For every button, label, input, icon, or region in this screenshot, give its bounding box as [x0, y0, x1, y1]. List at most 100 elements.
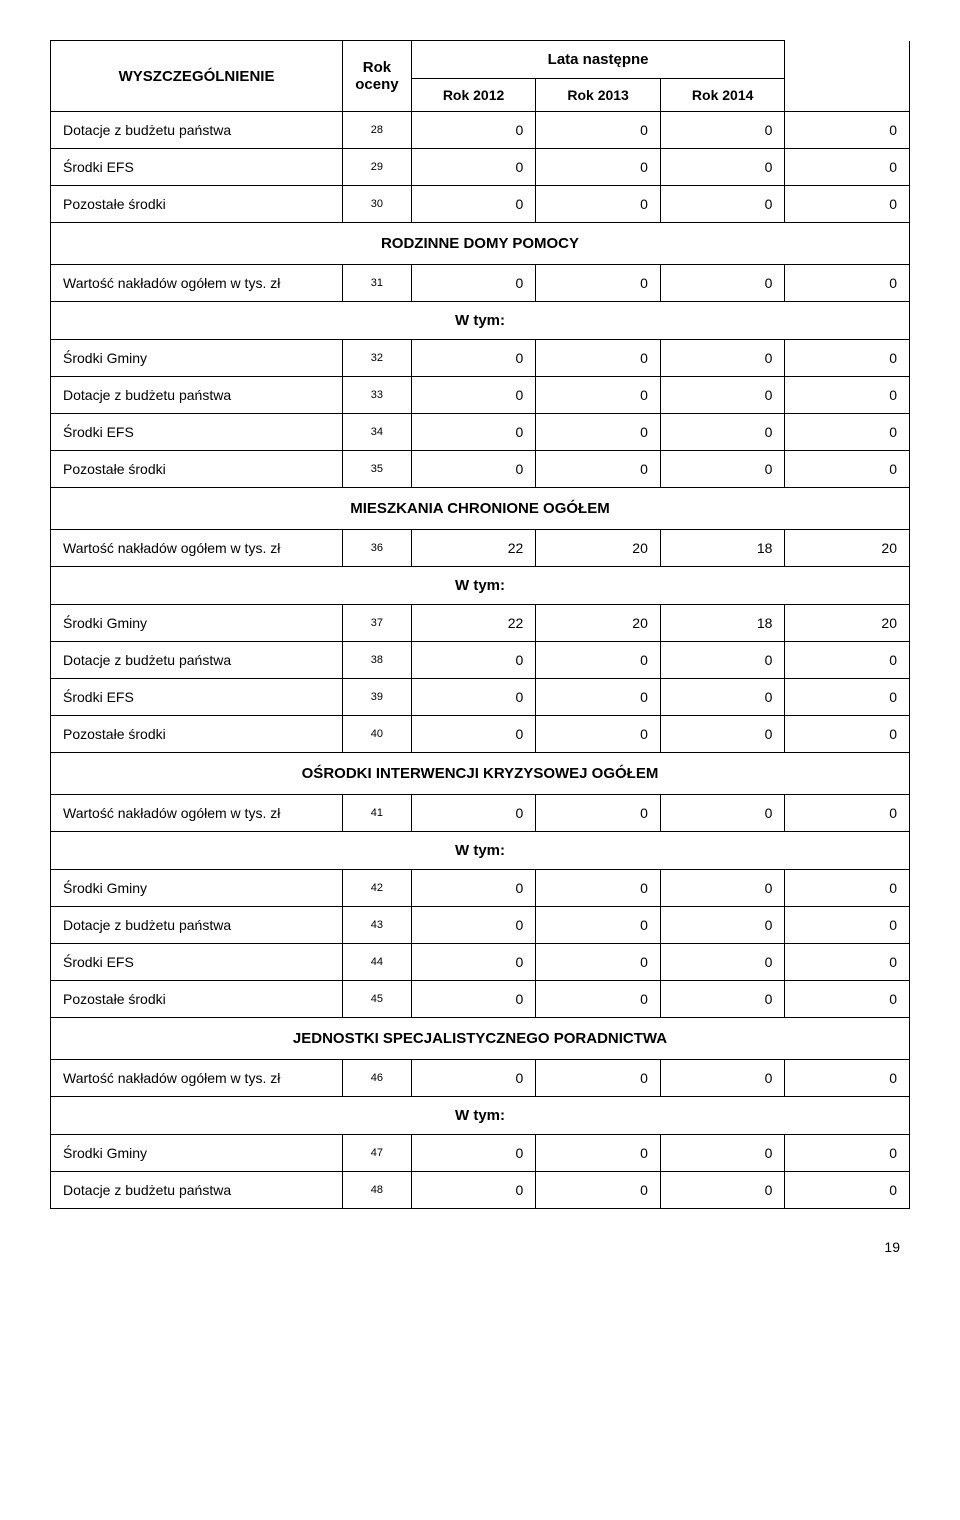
section-0-row-1-val-3: 0 [785, 377, 910, 414]
section-2-row-2-val-1: 0 [536, 944, 661, 981]
section-0-row-2: Środki EFS340000 [51, 414, 910, 451]
section-2-row-2-val-3: 0 [785, 944, 910, 981]
section-1-row-1-val-0: 0 [411, 642, 536, 679]
section-1-row-3-val-2: 0 [660, 716, 785, 753]
top-row-2-label: Pozostałe środki [51, 186, 343, 223]
top-row-1-val-2: 0 [660, 149, 785, 186]
section-2-wartosc-label: Wartość nakładów ogółem w tys. zł [51, 795, 343, 832]
section-3-row-0-label: Środki Gminy [51, 1135, 343, 1172]
section-3-row-1-val-3: 0 [785, 1172, 910, 1209]
section-1-wartosc: Wartość nakładów ogółem w tys. zł3622201… [51, 530, 910, 567]
section-1-row-2-label: Środki EFS [51, 679, 343, 716]
section-2-wartosc-val-3: 0 [785, 795, 910, 832]
section-0-wartosc-num: 31 [343, 265, 412, 302]
top-row-1-num: 29 [343, 149, 412, 186]
section-0-row-2-val-0: 0 [411, 414, 536, 451]
section-2-row-0-val-3: 0 [785, 870, 910, 907]
top-row-1-label: Środki EFS [51, 149, 343, 186]
section-3-row-1-val-0: 0 [411, 1172, 536, 1209]
section-2-row-2: Środki EFS440000 [51, 944, 910, 981]
section-3-row-0-val-3: 0 [785, 1135, 910, 1172]
section-0-row-1-label: Dotacje z budżetu państwa [51, 377, 343, 414]
section-1-row-0: Środki Gminy3722201820 [51, 605, 910, 642]
section-2-row-1-val-3: 0 [785, 907, 910, 944]
top-row-2-val-2: 0 [660, 186, 785, 223]
wtym-row: W tym: [51, 832, 910, 870]
section-2-row-2-label: Środki EFS [51, 944, 343, 981]
section-2-wartosc-num: 41 [343, 795, 412, 832]
section-2-row-2-num: 44 [343, 944, 412, 981]
section-2-row-0-val-2: 0 [660, 870, 785, 907]
section-2-row-0-val-1: 0 [536, 870, 661, 907]
section-2-wartosc-val-0: 0 [411, 795, 536, 832]
section-1-row-2-val-1: 0 [536, 679, 661, 716]
section-2-row-3-val-1: 0 [536, 981, 661, 1018]
section-1-row-1-val-1: 0 [536, 642, 661, 679]
wtym-label: W tym: [51, 1097, 910, 1135]
top-row-1: Środki EFS290000 [51, 149, 910, 186]
header-empty [785, 41, 910, 112]
section-1-row-0-num: 37 [343, 605, 412, 642]
wtym-row: W tym: [51, 1097, 910, 1135]
section-header: MIESZKANIA CHRONIONE OGÓŁEM [51, 488, 910, 530]
wtym-label: W tym: [51, 832, 910, 870]
section-1-row-1-num: 38 [343, 642, 412, 679]
section-2-wartosc-val-1: 0 [536, 795, 661, 832]
section-1-wartosc-val-1: 20 [536, 530, 661, 567]
section-3-wartosc: Wartość nakładów ogółem w tys. zł460000 [51, 1060, 910, 1097]
section-0-row-3-val-3: 0 [785, 451, 910, 488]
section-0-row-2-label: Środki EFS [51, 414, 343, 451]
section-0-row-0-val-2: 0 [660, 340, 785, 377]
wtym-row: W tym: [51, 302, 910, 340]
section-3-wartosc-val-0: 0 [411, 1060, 536, 1097]
section-3-row-0-val-1: 0 [536, 1135, 661, 1172]
section-1-wartosc-val-0: 22 [411, 530, 536, 567]
section-0-row-3-num: 35 [343, 451, 412, 488]
section-3-row-1-val-2: 0 [660, 1172, 785, 1209]
top-row-2: Pozostałe środki300000 [51, 186, 910, 223]
section-1-row-2-val-3: 0 [785, 679, 910, 716]
section-0-row-1-num: 33 [343, 377, 412, 414]
section-1-row-3-val-1: 0 [536, 716, 661, 753]
section-3-wartosc-label: Wartość nakładów ogółem w tys. zł [51, 1060, 343, 1097]
section-3-wartosc-val-3: 0 [785, 1060, 910, 1097]
section-2-wartosc-val-2: 0 [660, 795, 785, 832]
header-rok-oceny: Rok oceny [343, 41, 412, 112]
section-3-row-1-label: Dotacje z budżetu państwa [51, 1172, 343, 1209]
section-2-row-3-label: Pozostałe środki [51, 981, 343, 1018]
section-0-row-1-val-1: 0 [536, 377, 661, 414]
top-row-0-label: Dotacje z budżetu państwa [51, 112, 343, 149]
section-2-row-1-val-1: 0 [536, 907, 661, 944]
section-0-row-1: Dotacje z budżetu państwa330000 [51, 377, 910, 414]
header-row-1: WYSZCZEGÓLNIENIE Rok oceny Lata następne [51, 41, 910, 79]
section-2-row-1-label: Dotacje z budżetu państwa [51, 907, 343, 944]
section-header-row: RODZINNE DOMY POMOCY [51, 223, 910, 265]
section-2-row-3: Pozostałe środki450000 [51, 981, 910, 1018]
header-rok-2012: Rok 2012 [411, 79, 536, 112]
section-1-row-2-val-2: 0 [660, 679, 785, 716]
top-row-0-val-1: 0 [536, 112, 661, 149]
section-3-row-0: Środki Gminy470000 [51, 1135, 910, 1172]
section-1-row-3-num: 40 [343, 716, 412, 753]
section-1-row-2-val-0: 0 [411, 679, 536, 716]
section-1-wartosc-num: 36 [343, 530, 412, 567]
section-0-row-0-val-3: 0 [785, 340, 910, 377]
wtym-label: W tym: [51, 302, 910, 340]
section-2-row-1-val-0: 0 [411, 907, 536, 944]
section-3-wartosc-val-2: 0 [660, 1060, 785, 1097]
section-1-row-3-val-0: 0 [411, 716, 536, 753]
section-0-row-0-val-1: 0 [536, 340, 661, 377]
section-1-row-0-val-2: 18 [660, 605, 785, 642]
section-1-row-2-num: 39 [343, 679, 412, 716]
top-row-1-val-0: 0 [411, 149, 536, 186]
section-3-row-0-val-2: 0 [660, 1135, 785, 1172]
top-row-1-val-1: 0 [536, 149, 661, 186]
section-3-wartosc-val-1: 0 [536, 1060, 661, 1097]
section-1-row-0-val-1: 20 [536, 605, 661, 642]
section-0-row-2-val-2: 0 [660, 414, 785, 451]
section-0-wartosc-val-2: 0 [660, 265, 785, 302]
section-1-row-3-label: Pozostałe środki [51, 716, 343, 753]
section-0-wartosc-val-0: 0 [411, 265, 536, 302]
wtym-row: W tym: [51, 567, 910, 605]
section-0-wartosc-val-3: 0 [785, 265, 910, 302]
